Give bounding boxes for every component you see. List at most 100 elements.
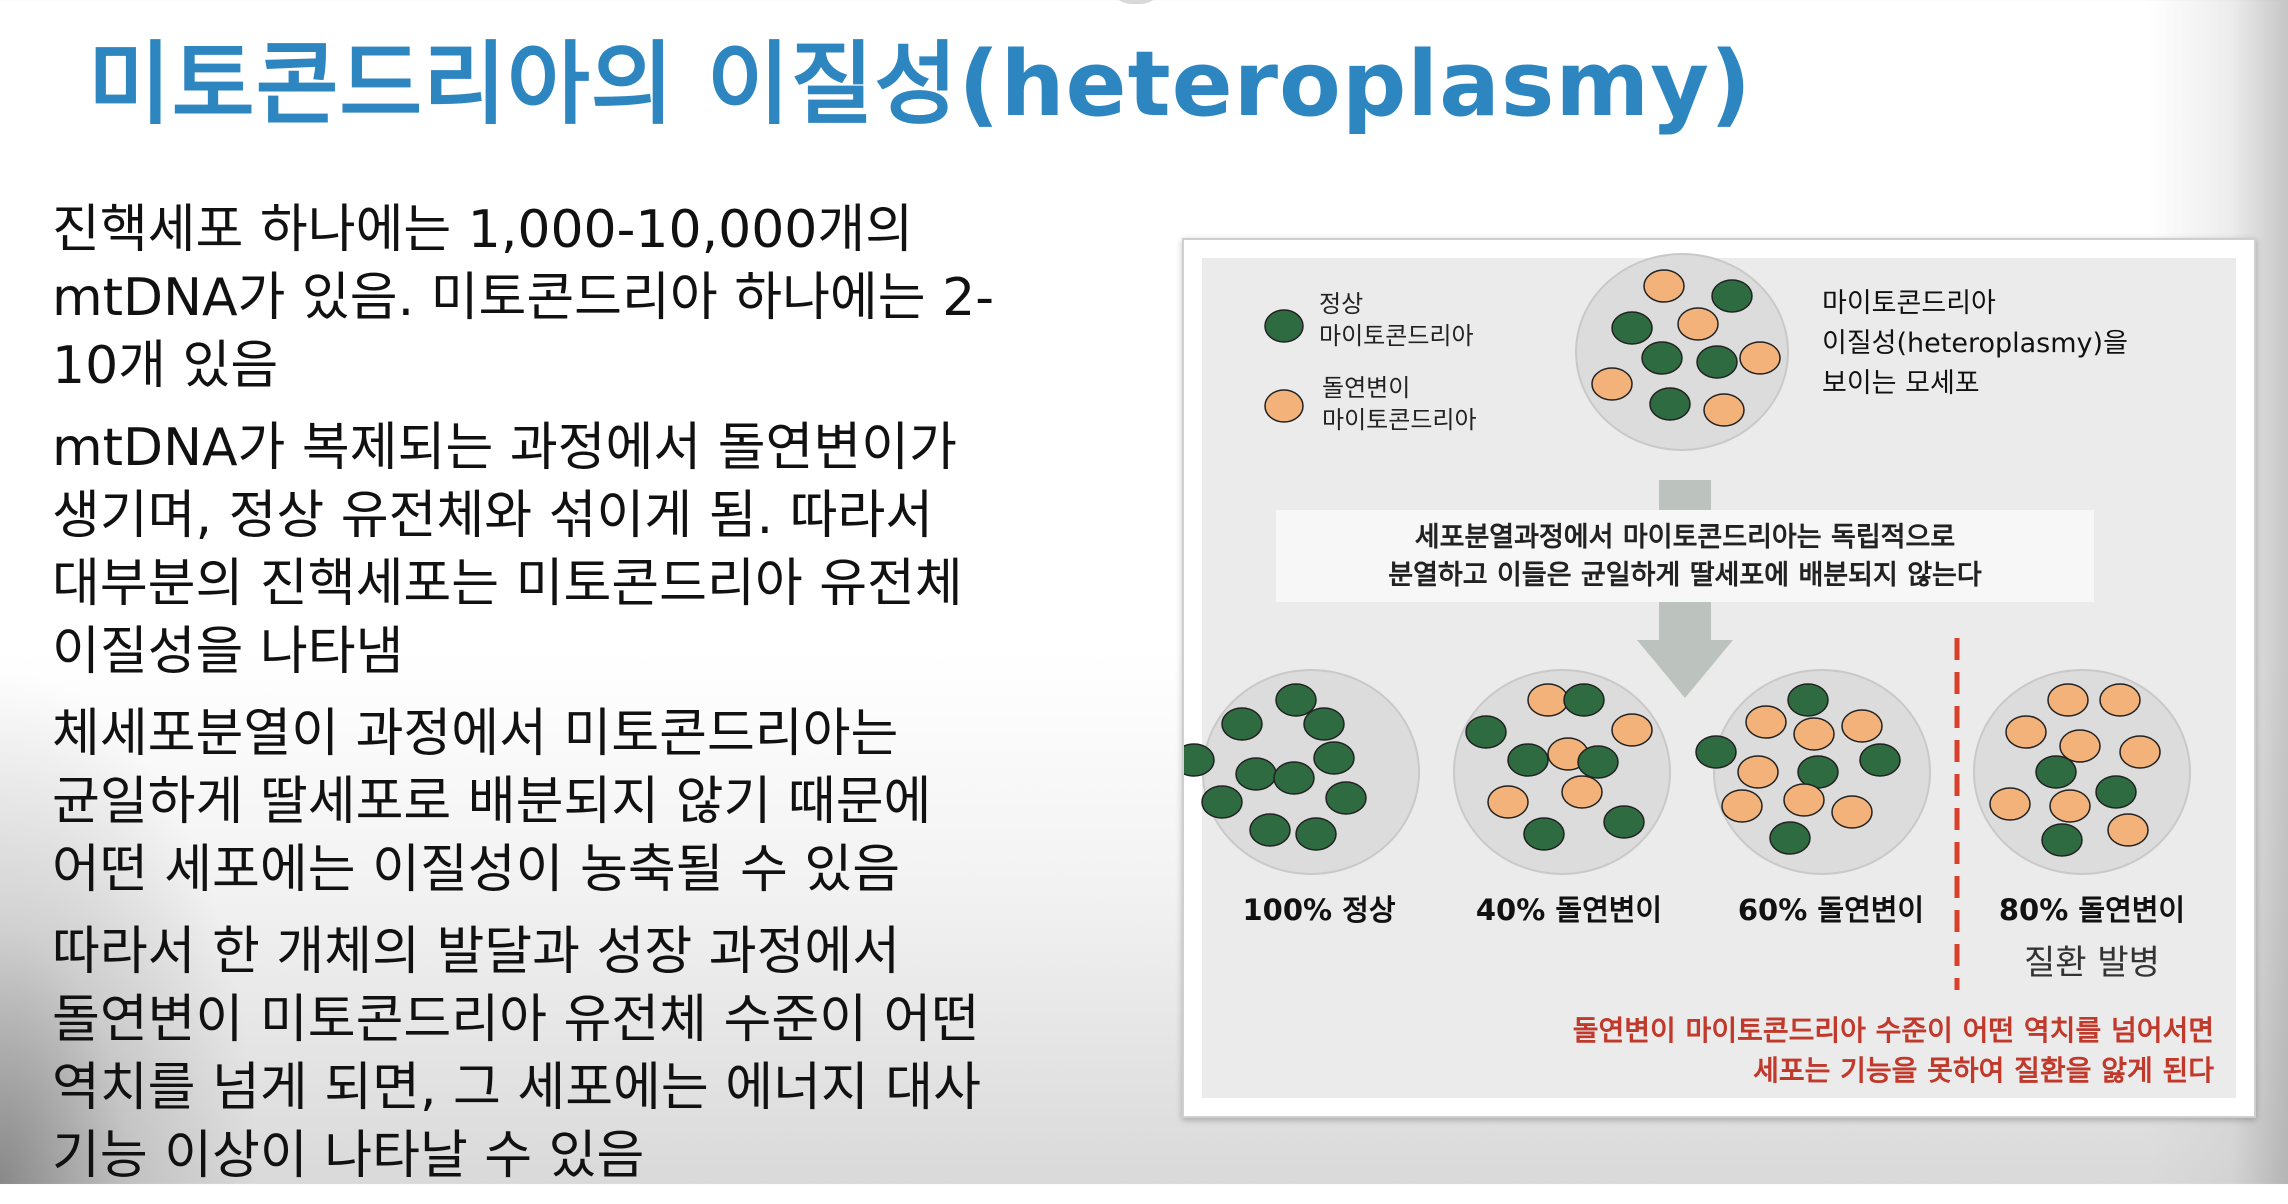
daughter-4-mitochondrion xyxy=(2047,683,2089,717)
diagram-canvas: 정상 마이토콘드리아 돌연변이 마이토콘드리아 마이토콘드리아 이질성(hete… xyxy=(1184,253,2214,1087)
daughter-3-mitochondrion xyxy=(1695,735,1737,769)
daughter-1-mitochondrion xyxy=(1235,757,1277,791)
daughter-1-mitochondrion xyxy=(1325,781,1367,815)
top-edge-circle xyxy=(1108,0,1164,4)
mother-mitochondrion xyxy=(1649,387,1691,421)
daughter-2-mitochondrion xyxy=(1561,775,1603,809)
paragraph-line: 체세포분열이 과정에서 미토콘드리아는 xyxy=(52,704,899,764)
daughter-1-mitochondrion xyxy=(1295,817,1337,851)
daughter-4-mitochondrion xyxy=(2059,729,2101,763)
daughter-4-mitochondrion xyxy=(2041,823,2083,857)
legend-normal-label-1: 정상 xyxy=(1319,290,1363,318)
mother-mitochondrion xyxy=(1696,345,1738,379)
disease-label: 질환 발병 xyxy=(2024,943,2160,983)
daughter-label-1: 100% 정상 xyxy=(1242,893,1395,927)
daughter-1-mitochondrion xyxy=(1275,683,1317,717)
paragraph-line: 돌연변이 미토콘드리아 유전체 수준이 어떤 xyxy=(52,990,980,1050)
daughter-labels: 100% 정상 40% 돌연변이 60% 돌연변이 80% 돌연변이 질환 발병 xyxy=(1242,893,2185,983)
mother-mitochondrion xyxy=(1611,311,1653,345)
mother-mitochondrion xyxy=(1591,367,1633,401)
daughter-1-mitochondrion xyxy=(1221,707,1263,741)
daughter-1-mitochondrion xyxy=(1273,761,1315,795)
paragraph-line: mtDNA가 복제되는 과정에서 돌연변이가 xyxy=(52,418,957,478)
paragraph-2: mtDNA가 복제되는 과정에서 돌연변이가 생기며, 정상 유전체와 섞이게 … xyxy=(52,414,1152,686)
division-arrow: 세포분열과정에서 마이토콘드리아는 독립적으로 분열하고 이들은 균일하게 딸세… xyxy=(1276,480,2094,698)
daughter-2-mitochondrion xyxy=(1465,715,1507,749)
daughter-3-mitochondrion xyxy=(1797,755,1839,789)
mother-label-line-3: 보이는 모세포 xyxy=(1822,368,1980,399)
daughter-2-mitochondrion xyxy=(1603,805,1645,839)
mother-mitochondrion xyxy=(1643,269,1685,303)
paragraph-1: 진핵세포 하나에는 1,000-10,000개의 mtDNA가 있음. 미토콘드… xyxy=(52,196,1152,400)
daughter-3-mitochondrion xyxy=(1793,717,1835,751)
daughter-2-mitochondrion xyxy=(1527,683,1569,717)
daughter-4-mitochondrion xyxy=(1989,787,2031,821)
daughter-3-mitochondrion xyxy=(1783,783,1825,817)
daughter-3-mitochondrion xyxy=(1859,743,1901,777)
body-text: 진핵세포 하나에는 1,000-10,000개의 mtDNA가 있음. 미토콘드… xyxy=(52,196,1152,1204)
daughter-2-mitochondrion xyxy=(1611,713,1653,747)
paragraph-line: 진핵세포 하나에는 1,000-10,000개의 xyxy=(52,200,914,260)
paragraph-3: 체세포분열이 과정에서 미토콘드리아는 균일하게 딸세포로 배분되지 않기 때문… xyxy=(52,700,1152,904)
daughter-label-2: 40% 돌연변이 xyxy=(1476,893,1662,927)
mother-label-line-1: 마이토콘드리아 xyxy=(1822,288,1996,319)
daughter-1-mitochondrion xyxy=(1201,785,1243,819)
daughter-2-mitochondrion xyxy=(1577,745,1619,779)
legend-mutant-label-1: 돌연변이 xyxy=(1322,374,1410,402)
process-text-line-2: 분열하고 이들은 균일하게 딸세포에 배분되지 않는다 xyxy=(1388,560,1982,591)
daughter-4-mitochondrion xyxy=(2049,789,2091,823)
mother-cell-label: 마이토콘드리아 이질성(heteroplasmy)을 보이는 모세포 xyxy=(1822,288,2128,399)
mother-label-line-2: 이질성(heteroplasmy)을 xyxy=(1822,328,2128,359)
paragraph-line: 따라서 한 개체의 발달과 성장 과정에서 xyxy=(52,922,901,982)
daughter-4-mitochondrion xyxy=(2095,775,2137,809)
warning-text: 돌연변이 마이토콘드리아 수준이 어떤 역치를 넘어서면 세포는 기능을 못하여… xyxy=(1573,1014,2214,1087)
legend: 정상 마이토콘드리아 돌연변이 마이토콘드리아 xyxy=(1264,290,1477,434)
paragraph-line: 어떤 세포에는 이질성이 농축될 수 있음 xyxy=(52,840,901,900)
legend-normal-marker xyxy=(1264,309,1304,343)
daughter-4-mitochondrion xyxy=(2035,755,2077,789)
daughter-4-mitochondrion xyxy=(2119,735,2161,769)
paragraph-line: 기능 이상이 나타날 수 있음 xyxy=(52,1126,645,1186)
daughter-3-mitochondrion xyxy=(1745,705,1787,739)
mother-mitochondrion xyxy=(1677,307,1719,341)
daughter-4-mitochondrion xyxy=(2099,683,2141,717)
paragraph-4: 따라서 한 개체의 발달과 성장 과정에서 돌연변이 미토콘드리아 유전체 수준… xyxy=(52,918,1152,1190)
paragraph-line: mtDNA가 있음. 미토콘드리아 하나에는 2- xyxy=(52,268,994,328)
mother-mitochondrion xyxy=(1703,393,1745,427)
background-shadow-left xyxy=(0,664,260,1184)
daughter-3-mitochondrion xyxy=(1769,821,1811,855)
warning-line-1: 돌연변이 마이토콘드리아 수준이 어떤 역치를 넘어서면 xyxy=(1573,1014,2214,1047)
daughter-2-mitochondrion xyxy=(1487,785,1529,819)
daughter-3-mitochondrion xyxy=(1737,755,1779,789)
arrow-head xyxy=(1637,640,1733,698)
process-text-line-1: 세포분열과정에서 마이토콘드리아는 독립적으로 xyxy=(1415,522,1955,553)
cells-layer xyxy=(1184,253,2191,875)
paragraph-line: 대부분의 진핵세포는 미토콘드리아 유전체 xyxy=(52,554,963,614)
legend-normal-label-2: 마이토콘드리아 xyxy=(1319,322,1474,350)
slide-title: 미토콘드리아의 이질성(heteroplasmy) xyxy=(88,32,1753,137)
daughter-1-mitochondrion xyxy=(1313,741,1355,775)
daughter-3-mitochondrion xyxy=(1787,683,1829,717)
daughter-1-mitochondrion xyxy=(1184,743,1215,777)
paragraph-line: 10개 있음 xyxy=(52,336,279,396)
daughter-2-mitochondrion xyxy=(1563,683,1605,717)
daughter-3-mitochondrion xyxy=(1841,709,1883,743)
mother-mitochondrion xyxy=(1641,341,1683,375)
daughter-3-mitochondrion xyxy=(1831,795,1873,829)
daughter-1-mitochondrion xyxy=(1249,813,1291,847)
legend-mutant: 돌연변이 마이토콘드리아 xyxy=(1264,374,1477,434)
daughter-4-mitochondrion xyxy=(2107,813,2149,847)
paragraph-line: 균일하게 딸세포로 배분되지 않기 때문에 xyxy=(52,772,932,832)
daughter-4-mitochondrion xyxy=(2005,715,2047,749)
warning-line-2: 세포는 기능을 못하여 질환을 앓게 된다 xyxy=(1753,1054,2214,1087)
paragraph-line: 생기며, 정상 유전체와 섞이게 됨. 따라서 xyxy=(52,486,934,546)
daughter-1-mitochondrion xyxy=(1303,707,1345,741)
daughter-2-mitochondrion xyxy=(1507,743,1549,777)
mother-mitochondrion xyxy=(1711,279,1753,313)
process-text-box xyxy=(1276,510,2094,602)
daughter-label-4: 80% 돌연변이 xyxy=(1999,893,2185,927)
paragraph-line: 역치를 넘게 되면, 그 세포에는 에너지 대사 xyxy=(52,1058,981,1118)
legend-mutant-marker xyxy=(1264,389,1304,423)
paragraph-line: 이질성을 나타냄 xyxy=(52,622,404,682)
daughter-label-3: 60% 돌연변이 xyxy=(1738,893,1924,927)
